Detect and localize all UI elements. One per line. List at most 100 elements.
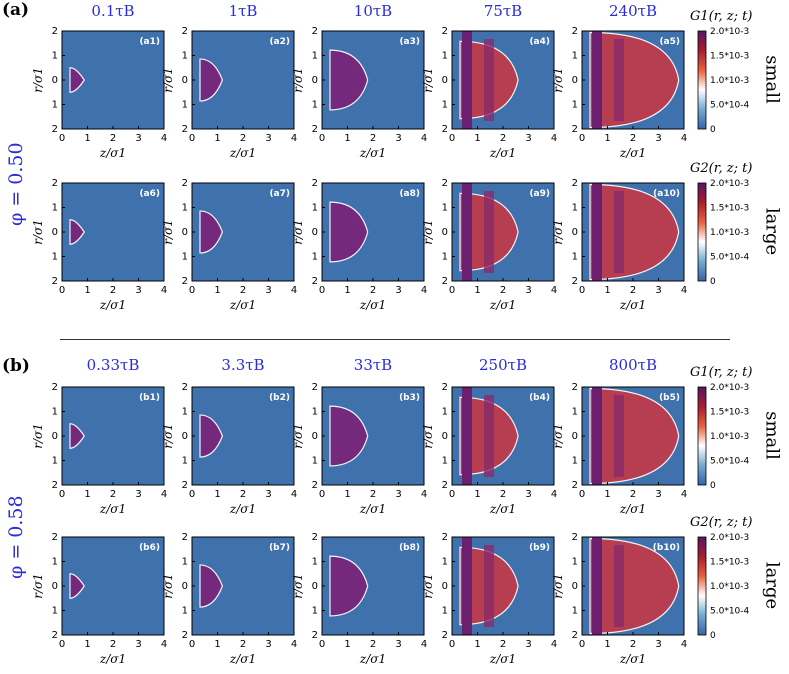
x-tick-label: 2: [500, 489, 506, 500]
y-tick-label: 0: [312, 75, 318, 86]
x-tick-label: 2: [630, 133, 636, 144]
panel-sublabel: (a9): [529, 189, 550, 199]
x-tick-label: 1: [604, 133, 610, 144]
density-region: [589, 31, 680, 129]
x-tick-label: 0: [189, 489, 195, 500]
y-tick-label: 1: [52, 557, 58, 568]
y-tick-label: 2: [182, 26, 188, 37]
heatmap-panel: (a2) 0 1 2 3 4 2 1 0 1 2 z/σ1 r/σ1: [161, 26, 297, 160]
x-tick-label: 1: [214, 489, 220, 500]
x-tick-label: 2: [500, 639, 506, 650]
heatmap-panel: (a10) 0 1 2 3 4 2 1 0 1 2 z/σ1 r/σ1: [551, 178, 687, 312]
x-tick-label: 3: [265, 133, 271, 144]
y-tick-label: 1: [572, 456, 578, 467]
panel-sublabel: (a10): [653, 189, 680, 199]
colorbar-tick-label: 1.5*10-3: [710, 408, 749, 418]
y-tick-label: 2: [572, 382, 578, 393]
density-region: [589, 537, 680, 635]
colorbar-gradient: [697, 536, 707, 636]
y-tick-label: 1: [312, 407, 318, 418]
colorbar-tick-label: 1.0*10-3: [710, 432, 749, 442]
y-tick-label: 1: [182, 51, 188, 62]
colorbar: 2.0*10-3 1.5*10-3 1.0*10-3 5.0*10-4 0: [697, 533, 750, 641]
y-tick-label: 1: [442, 557, 448, 568]
x-tick-label: 2: [370, 133, 376, 144]
x-tick-label: 1: [84, 489, 90, 500]
y-tick-label: 1: [52, 100, 58, 111]
x-tick-label: 2: [240, 639, 246, 650]
colorbar-tick-label: 2.0*10-3: [710, 383, 749, 393]
x-tick-label: 3: [525, 639, 531, 650]
panel-sublabel: (b2): [269, 393, 290, 403]
x-tick-label: 0: [59, 489, 65, 500]
species-label: small: [761, 55, 783, 104]
colorbar: 2.0*10-3 1.5*10-3 1.0*10-3 5.0*10-4 0: [697, 383, 750, 491]
colorbar-tick-label: 2.0*10-3: [710, 27, 749, 37]
x-tick-label: 4: [421, 489, 427, 500]
x-tick-label: 3: [135, 489, 141, 500]
colorbar-tick-label: 1.0*10-3: [710, 228, 749, 238]
x-axis-title: z/σ1: [489, 502, 516, 516]
density-band: [484, 191, 494, 273]
y-tick-label: 0: [52, 581, 58, 592]
y-tick-label: 2: [572, 124, 578, 135]
x-tick-label: 1: [344, 489, 350, 500]
x-tick-label: 1: [474, 285, 480, 296]
x-tick-label: 2: [240, 489, 246, 500]
x-tick-label: 2: [500, 133, 506, 144]
x-tick-label: 0: [189, 285, 195, 296]
panel-sublabel: (a4): [529, 37, 550, 47]
x-tick-label: 0: [579, 489, 585, 500]
heatmap-panel: (a5) 0 1 2 3 4 2 1 0 1 2 z/σ1 r/σ1: [551, 26, 687, 160]
colorbar-title: G1(r, z; t): [690, 9, 753, 24]
x-axis-title: z/σ1: [99, 502, 126, 516]
y-axis-title: r/σ1: [291, 423, 305, 449]
y-tick-label: 2: [182, 382, 188, 393]
x-tick-label: 1: [84, 639, 90, 650]
y-tick-label: 2: [312, 480, 318, 491]
colorbar-tick-label: 0: [710, 277, 716, 287]
density-band: [592, 31, 602, 129]
x-tick-label: 0: [449, 285, 455, 296]
y-tick-label: 1: [442, 456, 448, 467]
panel-sublabel: (b5): [659, 393, 680, 403]
x-tick-label: 4: [551, 639, 557, 650]
y-tick-label: 1: [442, 203, 448, 214]
density-band: [592, 183, 602, 281]
x-axis-title: z/σ1: [99, 146, 126, 160]
x-axis-title: z/σ1: [359, 502, 386, 516]
y-axis-title: r/σ1: [421, 219, 435, 245]
density-band: [614, 191, 624, 273]
density-region: [589, 183, 680, 281]
heatmap-panel: (b3) 0 1 2 3 4 2 1 0 1 2 z/σ1 r/σ1: [291, 382, 427, 516]
y-tick-label: 1: [182, 100, 188, 111]
heatmap-panel: (a3) 0 1 2 3 4 2 1 0 1 2 z/σ1 r/σ1: [291, 26, 427, 160]
y-tick-label: 2: [572, 532, 578, 543]
x-tick-label: 0: [449, 133, 455, 144]
colorbar-tick-label: 1.5*10-3: [710, 52, 749, 62]
x-tick-label: 3: [395, 133, 401, 144]
heatmap-panel: (a1) 0 1 2 3 4 2 1 0 1 2 z/σ1 r/σ1: [31, 26, 167, 160]
y-tick-label: 2: [52, 178, 58, 189]
x-tick-label: 4: [161, 285, 167, 296]
density-band: [614, 39, 624, 121]
panel-sublabel: (b8): [399, 543, 420, 553]
x-tick-label: 2: [110, 639, 116, 650]
y-tick-label: 2: [312, 382, 318, 393]
colorbar-tick-label: 1.5*10-3: [710, 204, 749, 214]
y-tick-label: 2: [182, 124, 188, 135]
y-tick-label: 2: [182, 630, 188, 641]
colorbar: 2.0*10-3 1.5*10-3 1.0*10-3 5.0*10-4 0: [697, 179, 750, 287]
x-tick-label: 3: [655, 639, 661, 650]
heatmap-panel: (b1) 0 1 2 3 4 2 1 0 1 2 z/σ1 r/σ1: [31, 382, 167, 516]
x-tick-label: 1: [344, 133, 350, 144]
y-axis-title: r/σ1: [551, 219, 565, 245]
colorbar-tick-label: 2.0*10-3: [710, 533, 749, 543]
y-tick-label: 1: [182, 252, 188, 263]
time-label: 10τB: [353, 2, 393, 20]
heatmap-panel: (a7) 0 1 2 3 4 2 1 0 1 2 z/σ1 r/σ1: [161, 178, 297, 312]
x-tick-label: 0: [319, 489, 325, 500]
x-tick-label: 3: [655, 489, 661, 500]
y-axis-title: r/σ1: [31, 67, 45, 93]
y-tick-label: 2: [52, 480, 58, 491]
